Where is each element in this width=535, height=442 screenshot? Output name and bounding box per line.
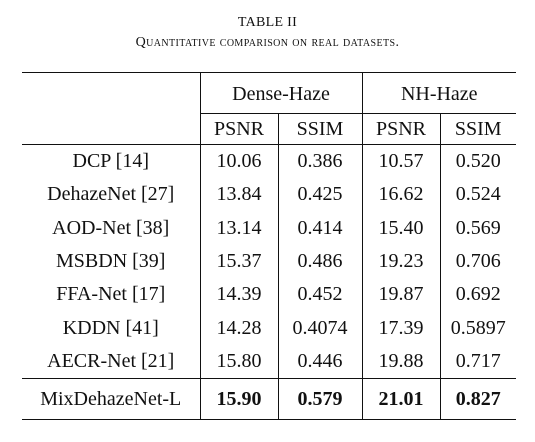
- group-dense-haze: Dense-Haze: [200, 72, 363, 114]
- nh-psnr-value: 10.57: [362, 144, 441, 179]
- table-row: MSBDN [39] 15.37 0.486 19.23 0.706: [22, 244, 516, 279]
- method-name: DehazeNet [27]: [22, 178, 201, 212]
- nh-psnr-value: 16.62: [362, 178, 441, 212]
- nh-psnr-value: 19.87: [362, 278, 441, 312]
- nh-ssim-value: 0.717: [455, 349, 501, 372]
- nh-ssim-value: 0.692: [455, 283, 501, 306]
- group-header-row: Dense-Haze NH-Haze: [22, 72, 516, 114]
- dense-ssim-value: 0.4074: [278, 311, 363, 345]
- header-blank-cell: [22, 113, 201, 145]
- group-nh-haze: NH-Haze: [362, 72, 516, 114]
- metric-header-row: PSNR SSIM PSNR SSIM: [22, 113, 516, 145]
- method-name: FFA-Net [17]: [22, 278, 201, 312]
- metric-psnr-nh: PSNR: [362, 113, 441, 145]
- method-name: MSBDN [39]: [22, 244, 201, 279]
- metric-ssim-nh: SSIM: [440, 113, 516, 145]
- nh-psnr-value: 19.23: [362, 244, 441, 279]
- dense-ssim-value: 0.452: [278, 278, 363, 312]
- nh-ssim-value: 0.706: [455, 250, 501, 273]
- table-row: AOD-Net [38] 13.14 0.414 15.40 0.569: [22, 211, 516, 245]
- results-table: Dense-Haze NH-Haze PSNR SSIM PSNR SSIM D…: [22, 72, 516, 421]
- nh-psnr-value: 17.39: [362, 311, 441, 345]
- method-name: AOD-Net [38]: [22, 211, 201, 245]
- metric-psnr-dense: PSNR: [200, 113, 279, 145]
- method-name: MixDehazeNet-L: [22, 378, 201, 421]
- nh-ssim-value: 0.5897: [450, 316, 506, 339]
- table-row: DehazeNet [27] 13.84 0.425 16.62 0.524: [22, 178, 516, 212]
- method-name: AECR-Net [21]: [22, 344, 201, 379]
- dense-psnr-value: 15.80: [200, 344, 279, 379]
- dense-psnr-value: 15.37: [200, 244, 279, 279]
- header-blank-cell: [22, 72, 201, 114]
- table-row: AECR-Net [21] 15.80 0.446 19.88 0.717: [22, 344, 516, 379]
- table-caption: Quantitative comparison on real datasets…: [135, 35, 400, 50]
- method-name: KDDN [41]: [22, 311, 201, 345]
- table-row: KDDN [41] 14.28 0.4074 17.39 0.5897: [22, 311, 516, 345]
- dense-ssim-value: 0.579: [278, 378, 363, 421]
- table-row-ours: MixDehazeNet-L 15.90 0.579 21.01 0.827: [22, 378, 516, 421]
- dense-psnr-value: 14.28: [200, 311, 279, 345]
- nh-ssim-value: 0.827: [440, 378, 516, 421]
- nh-psnr-value: 15.40: [362, 211, 441, 245]
- dense-psnr-value: 13.14: [200, 211, 279, 245]
- dense-psnr-value: 10.06: [200, 144, 279, 179]
- nh-psnr-value: 19.88: [362, 344, 441, 379]
- table-row: FFA-Net [17] 14.39 0.452 19.87 0.692: [22, 278, 516, 312]
- dense-psnr-value: 15.90: [200, 378, 279, 421]
- nh-ssim-value: 0.520: [440, 144, 516, 179]
- nh-ssim-value: 0.524: [455, 183, 501, 206]
- dense-psnr-value: 13.84: [200, 178, 279, 212]
- dense-ssim-value: 0.446: [278, 344, 363, 379]
- table-row: DCP [14] 10.06 0.386 10.57 0.520: [22, 144, 516, 179]
- dense-ssim-value: 0.425: [278, 178, 363, 212]
- dense-ssim-value: 0.386: [278, 144, 363, 179]
- dense-ssim-value: 0.486: [278, 244, 363, 279]
- dense-ssim-value: 0.414: [278, 211, 363, 245]
- nh-psnr-value: 21.01: [362, 378, 441, 421]
- nh-ssim-value: 0.569: [455, 216, 501, 239]
- metric-ssim-dense: SSIM: [278, 113, 363, 145]
- dense-psnr-value: 14.39: [200, 278, 279, 312]
- table-label: TABLE II: [237, 15, 298, 30]
- method-name: DCP [14]: [22, 144, 201, 179]
